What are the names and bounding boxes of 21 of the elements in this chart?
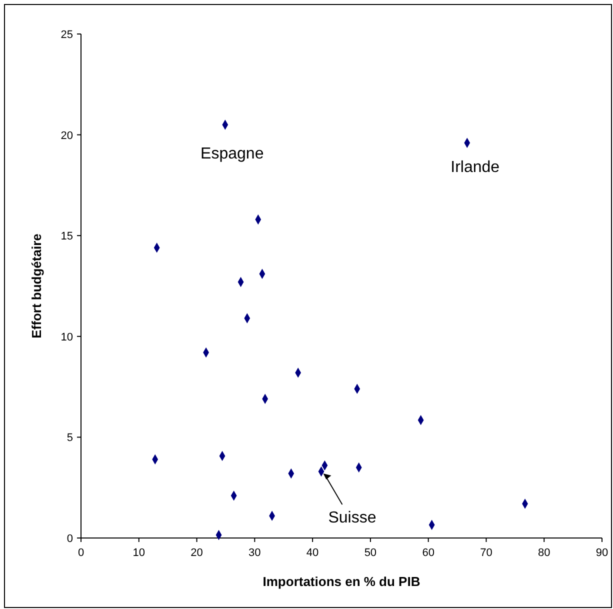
x-axis-title: Importations en % du PIB [262, 574, 420, 589]
y-tick-label: 5 [66, 432, 73, 444]
y-tick-label: 15 [60, 230, 73, 243]
y-tick-label: 10 [60, 331, 73, 344]
y-axis-title: Effort budgétaire [29, 234, 44, 338]
x-tick-label: 20 [190, 547, 203, 559]
x-tick-label: 10 [132, 547, 146, 559]
annotation: Espagne [200, 146, 264, 163]
y-tick-label: 20 [60, 130, 73, 142]
x-tick-label: 90 [596, 547, 608, 559]
annotation: Suisse [328, 509, 376, 526]
x-tick-label: 50 [364, 547, 377, 559]
x-tick-label: 70 [480, 547, 492, 559]
x-tick-label: 40 [306, 547, 319, 559]
x-tick-label: 60 [422, 547, 434, 559]
y-tick-label: 0 [66, 533, 73, 545]
x-tick-label: 0 [78, 547, 84, 559]
x-tick-label: 80 [538, 547, 550, 559]
x-tick-label: 30 [248, 547, 261, 559]
annotation: Irlande [450, 158, 500, 176]
y-tick-label: 25 [60, 29, 73, 41]
